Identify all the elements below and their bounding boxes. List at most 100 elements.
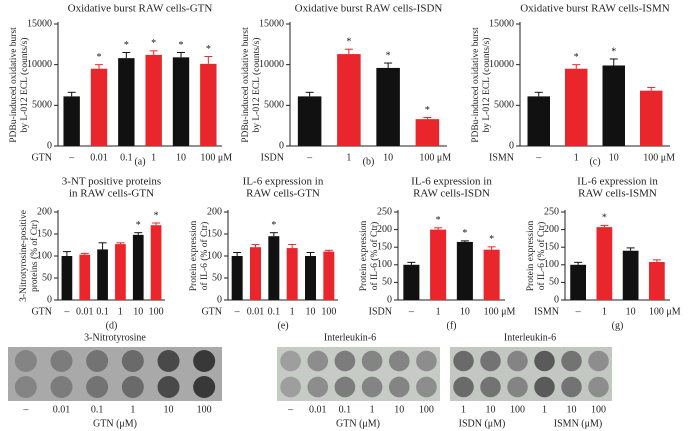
y-axis-label: PDBu-induced oxidative burst (241, 27, 251, 143)
blot-lane-label: 100 (510, 404, 525, 415)
blot-lane-label: 1 (370, 404, 375, 415)
blot-lane-label: 0.1 (339, 404, 352, 415)
y-tick-label: 5000 (494, 100, 514, 111)
chart-title: Oxidative burst RAW cells-GTN (68, 3, 213, 15)
blot-axis-label: GTN (μM) (93, 418, 137, 429)
y-tick-label: 100 (207, 250, 222, 261)
blot-dot (388, 376, 410, 398)
blot-lane-label: 1 (542, 404, 547, 415)
x-tick-label: 0.1 (268, 306, 281, 317)
x-tick-label: 0.1 (96, 306, 109, 317)
blot-title: Interleukin-6 (324, 332, 376, 343)
blot-lane-label: 1 (130, 404, 135, 415)
x-tick-label: 100 μM (419, 152, 451, 163)
bar (323, 251, 335, 300)
bar (596, 227, 613, 300)
bar (640, 90, 663, 146)
bar (527, 96, 550, 146)
blot-dot (388, 350, 410, 372)
blot-dot (86, 376, 109, 398)
blot-image (277, 347, 440, 401)
y-axis-label: Protein expression (359, 221, 369, 292)
bar (150, 225, 162, 300)
blot-dot (416, 376, 437, 398)
bar (231, 256, 243, 300)
bar (172, 57, 190, 147)
x-tick-label: – (408, 306, 415, 317)
blot-dot (453, 350, 474, 372)
x-tick-label: 0.01 (90, 152, 108, 163)
y-tick-label: 5000 (32, 100, 52, 111)
blot-dot (334, 350, 356, 372)
x-tick-label: 10 (383, 152, 393, 163)
bar (297, 96, 322, 146)
y-tick-label: 50 (382, 277, 392, 288)
blot-dot (121, 350, 144, 372)
x-tick-label: – (234, 306, 241, 317)
chart-title: 3-NT positive proteins (62, 176, 161, 188)
y-tick-label: 10000 (27, 59, 52, 70)
x-tick-label: 10 (176, 152, 186, 163)
y-tick-label: 100 (544, 259, 559, 270)
x-tick-label: – (306, 152, 313, 163)
panel-label: (e) (277, 320, 288, 331)
chart-title: RAW cells-GTN (246, 188, 320, 200)
x-axis-label: GTN (31, 306, 52, 317)
blot-dot (14, 350, 37, 372)
y-axis-label: Protein expression (189, 221, 199, 292)
y-tick-label: 200 (544, 224, 559, 235)
blot-dot (193, 376, 216, 398)
bar (118, 58, 135, 146)
blot-lane-label: 0.01 (309, 404, 327, 415)
significance-marker: * (425, 105, 430, 116)
y-axis-label: of IL-6 (% of Ctr) (536, 222, 547, 291)
blot-dot (507, 376, 528, 398)
blot-image (8, 347, 222, 401)
y-tick-label: 0 (47, 294, 52, 305)
panel-label: (d) (106, 320, 118, 331)
bar (649, 261, 665, 300)
blot-dot (561, 376, 582, 398)
bar (456, 241, 473, 300)
blot-lane-label: 100 (591, 404, 606, 415)
bar (415, 119, 440, 146)
blot-dot (157, 376, 180, 398)
x-tick-label: 10 (626, 306, 636, 317)
x-tick-label: 10 (460, 306, 470, 317)
bar (286, 248, 298, 300)
blot-dot (50, 376, 73, 398)
y-tick-label: 200 (37, 206, 52, 217)
significance-marker: * (206, 44, 211, 55)
y-axis-label: proteins (% of Ctr) (29, 220, 40, 292)
significance-marker: * (346, 37, 351, 48)
blot-dot (334, 376, 356, 398)
x-tick-label: 10 (133, 306, 143, 317)
y-axis-label: Protein expression (526, 221, 536, 292)
bar (305, 256, 316, 300)
blot-image (450, 347, 612, 401)
blot-dot (14, 376, 37, 398)
x-axis-label: ISMN (534, 306, 559, 317)
significance-marker: * (179, 40, 184, 51)
blot-dot (416, 350, 437, 372)
x-tick-label: 10 (609, 152, 619, 163)
blot-dot (86, 350, 109, 372)
bar (268, 236, 280, 300)
bar (430, 229, 447, 300)
y-tick-label: 0 (387, 294, 392, 305)
bar (403, 264, 420, 300)
x-tick-label: 100 μM (484, 306, 516, 317)
x-tick-label: 1 (574, 152, 579, 163)
x-tick-label: – (575, 306, 582, 317)
blot-dot (534, 350, 555, 372)
bar (337, 54, 361, 146)
y-tick-label: 150 (544, 241, 559, 252)
blot-lane-label: 10 (394, 404, 404, 415)
chart-title: Oxidative burst RAW cells-ISMN (520, 3, 670, 15)
y-axis-label: of IL-6 (% of Ctr) (369, 222, 380, 291)
blot-dot (453, 376, 474, 398)
y-tick-label: 150 (37, 228, 52, 239)
blot-axis-label: ISDN (μM) (459, 418, 506, 429)
y-tick-label: 200 (207, 206, 222, 217)
